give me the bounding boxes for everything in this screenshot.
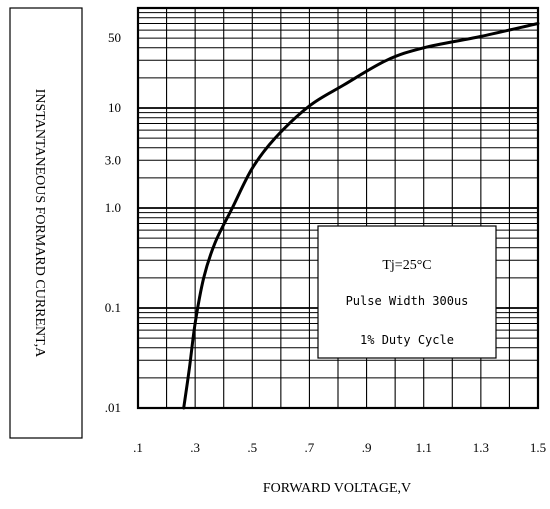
x-tick-label: .5 bbox=[247, 440, 257, 455]
y-axis-title: INSTANTANEOUS FORMARD CURRENT,A bbox=[32, 89, 47, 358]
x-tick-label: 1.1 bbox=[416, 440, 432, 455]
x-tick-label: .9 bbox=[362, 440, 372, 455]
annotation-duty-cycle: 1% Duty Cycle bbox=[360, 333, 454, 347]
annotation-temperature: Tj=25°C bbox=[382, 258, 431, 273]
x-tick-label: .1 bbox=[133, 440, 143, 455]
series-forward-curve bbox=[182, 22, 540, 410]
x-axis-title: FORWARD VOLTAGE,V bbox=[263, 481, 411, 496]
annotation-frame bbox=[317, 225, 497, 359]
y-tick-label: 50 bbox=[108, 30, 121, 45]
x-tick-label: .7 bbox=[305, 440, 315, 455]
annotation-box: Tj=25°C Pulse Width 300us 1% Duty Cycle bbox=[317, 225, 497, 359]
y-tick-label: 0.1 bbox=[105, 300, 121, 315]
y-tick-label: .01 bbox=[105, 400, 121, 415]
annotation-pulse-width: Pulse Width 300us bbox=[346, 294, 469, 308]
plot-frame bbox=[136, 6, 540, 410]
y-tick-labels: .01 0.1 1.0 3.0 10 50 bbox=[105, 30, 121, 415]
x-tick-label: 1.5 bbox=[530, 440, 546, 455]
y-tick-label: 10 bbox=[108, 100, 121, 115]
x-tick-label: 1.3 bbox=[473, 440, 489, 455]
y-tick-label: 3.0 bbox=[105, 152, 121, 167]
y-axis-title-box bbox=[9, 7, 83, 439]
x-tick-label: .3 bbox=[190, 440, 200, 455]
x-tick-labels: .1 .3 .5 .7 .9 1.1 1.3 1.5 bbox=[133, 440, 546, 455]
y-tick-label: 1.0 bbox=[105, 200, 121, 215]
